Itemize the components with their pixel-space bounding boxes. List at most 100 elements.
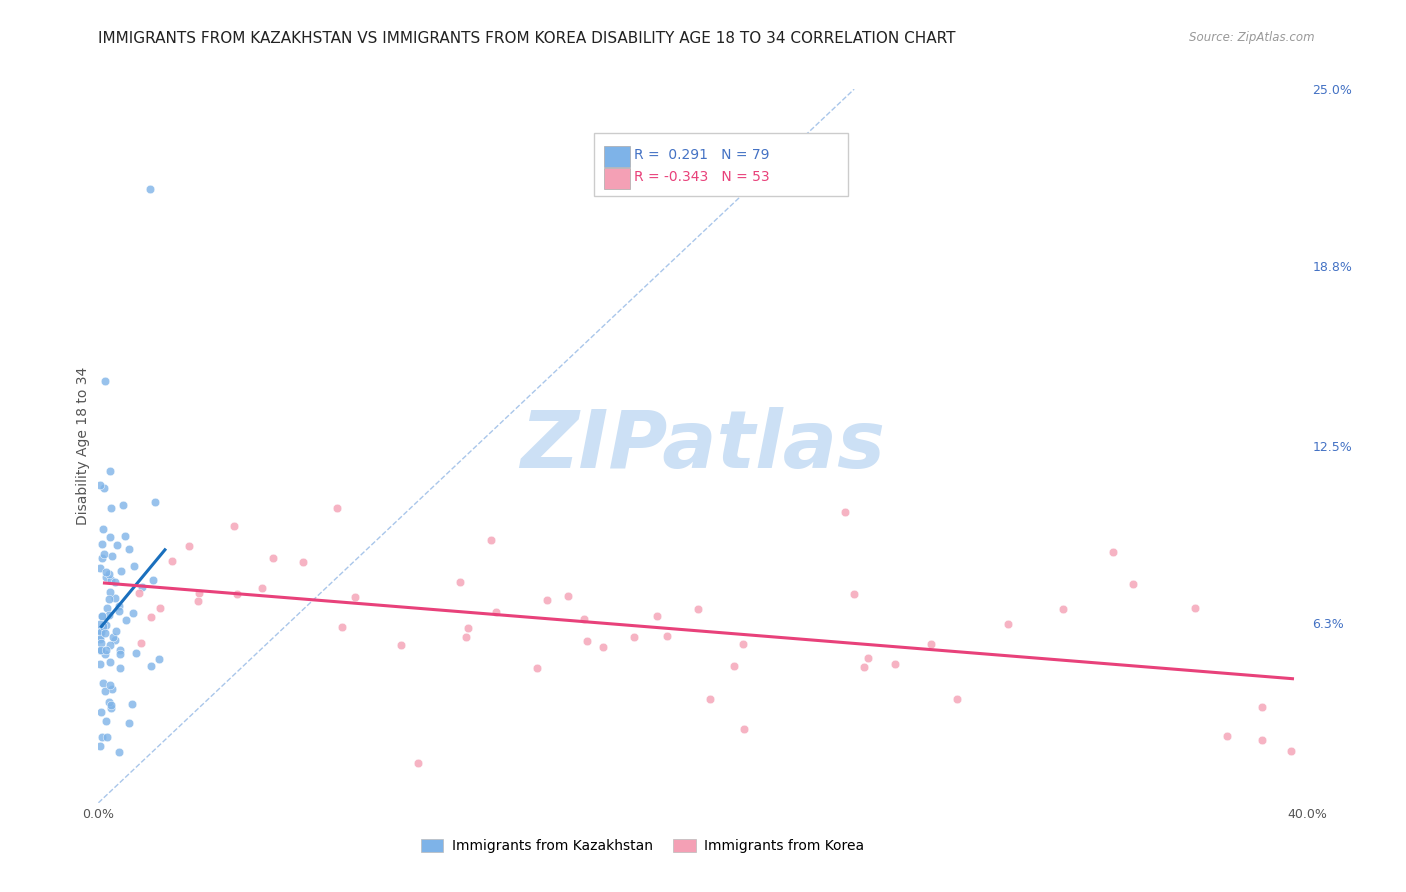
Point bbox=[100, 500, 122, 515]
Point bbox=[139, 659, 162, 673]
Point bbox=[481, 533, 503, 548]
Point bbox=[536, 593, 558, 607]
Point bbox=[89, 739, 111, 754]
Point bbox=[572, 612, 595, 626]
Point bbox=[98, 464, 121, 478]
Point bbox=[100, 585, 122, 599]
Point bbox=[330, 620, 353, 634]
Text: Source: ZipAtlas.com: Source: ZipAtlas.com bbox=[1189, 31, 1315, 45]
Point bbox=[94, 565, 117, 579]
Point bbox=[105, 538, 128, 552]
Point bbox=[104, 574, 127, 589]
Point bbox=[90, 705, 112, 719]
Point bbox=[89, 617, 111, 632]
Point bbox=[1052, 602, 1074, 616]
Point bbox=[94, 570, 117, 584]
Point bbox=[108, 643, 131, 657]
Point bbox=[103, 630, 125, 644]
Point bbox=[262, 550, 284, 565]
Point bbox=[457, 621, 479, 635]
Point bbox=[686, 602, 709, 616]
Point bbox=[121, 697, 143, 711]
Point bbox=[143, 495, 166, 509]
Point bbox=[91, 522, 114, 536]
Point bbox=[128, 586, 150, 600]
Point bbox=[853, 660, 876, 674]
Point bbox=[186, 593, 208, 607]
Point bbox=[856, 650, 879, 665]
Point bbox=[108, 745, 131, 759]
Point bbox=[406, 756, 429, 771]
FancyBboxPatch shape bbox=[603, 169, 630, 189]
Point bbox=[93, 481, 115, 495]
Point bbox=[101, 681, 124, 696]
Point bbox=[114, 613, 136, 627]
Point bbox=[343, 591, 366, 605]
Text: R = -0.343   N = 53: R = -0.343 N = 53 bbox=[634, 169, 769, 184]
Point bbox=[1122, 577, 1144, 591]
Point bbox=[142, 573, 165, 587]
Point bbox=[93, 547, 115, 561]
Point bbox=[98, 638, 121, 652]
Point bbox=[94, 374, 117, 388]
Point bbox=[100, 677, 122, 691]
Point bbox=[920, 637, 942, 651]
Point bbox=[699, 692, 721, 706]
Point bbox=[96, 601, 118, 615]
Point bbox=[118, 542, 141, 557]
Point bbox=[97, 592, 120, 607]
Y-axis label: Disability Age 18 to 34: Disability Age 18 to 34 bbox=[76, 367, 90, 525]
Point bbox=[456, 630, 478, 644]
Point bbox=[91, 618, 114, 632]
Point bbox=[733, 722, 755, 736]
FancyBboxPatch shape bbox=[603, 146, 630, 167]
Point bbox=[723, 659, 745, 673]
Point bbox=[89, 629, 111, 643]
Point bbox=[100, 698, 122, 713]
Point bbox=[90, 608, 112, 623]
Point bbox=[90, 624, 112, 639]
Point bbox=[118, 716, 141, 731]
Point bbox=[733, 637, 755, 651]
Point bbox=[557, 590, 579, 604]
FancyBboxPatch shape bbox=[595, 134, 848, 196]
Text: ZIPatlas: ZIPatlas bbox=[520, 407, 886, 485]
Point bbox=[655, 628, 678, 642]
Point bbox=[226, 586, 249, 600]
Point bbox=[114, 529, 136, 543]
Point bbox=[91, 609, 114, 624]
Point bbox=[1102, 544, 1125, 558]
Point bbox=[94, 643, 117, 657]
Point bbox=[224, 519, 246, 533]
Point bbox=[592, 640, 614, 654]
Point bbox=[834, 504, 856, 518]
Point bbox=[485, 605, 508, 619]
Point bbox=[1216, 729, 1239, 743]
Point bbox=[844, 587, 866, 601]
Point bbox=[108, 604, 131, 618]
Point bbox=[623, 630, 645, 644]
Point bbox=[94, 684, 117, 698]
Point bbox=[90, 642, 112, 657]
Point bbox=[121, 606, 143, 620]
Point bbox=[98, 567, 121, 582]
Point bbox=[91, 551, 114, 566]
Point bbox=[576, 633, 599, 648]
Point bbox=[1279, 744, 1302, 758]
Point bbox=[91, 675, 114, 690]
Point bbox=[101, 549, 124, 563]
Point bbox=[108, 661, 131, 675]
Point bbox=[139, 182, 162, 196]
Point bbox=[148, 652, 170, 666]
Point bbox=[89, 657, 111, 671]
Point bbox=[104, 632, 127, 647]
Point bbox=[884, 657, 907, 672]
Point bbox=[104, 591, 127, 606]
Point bbox=[1184, 601, 1206, 615]
Point bbox=[108, 599, 131, 613]
Point bbox=[94, 626, 117, 640]
Point bbox=[90, 731, 112, 745]
Point bbox=[250, 582, 273, 596]
Point bbox=[179, 539, 201, 553]
Point bbox=[131, 581, 153, 595]
